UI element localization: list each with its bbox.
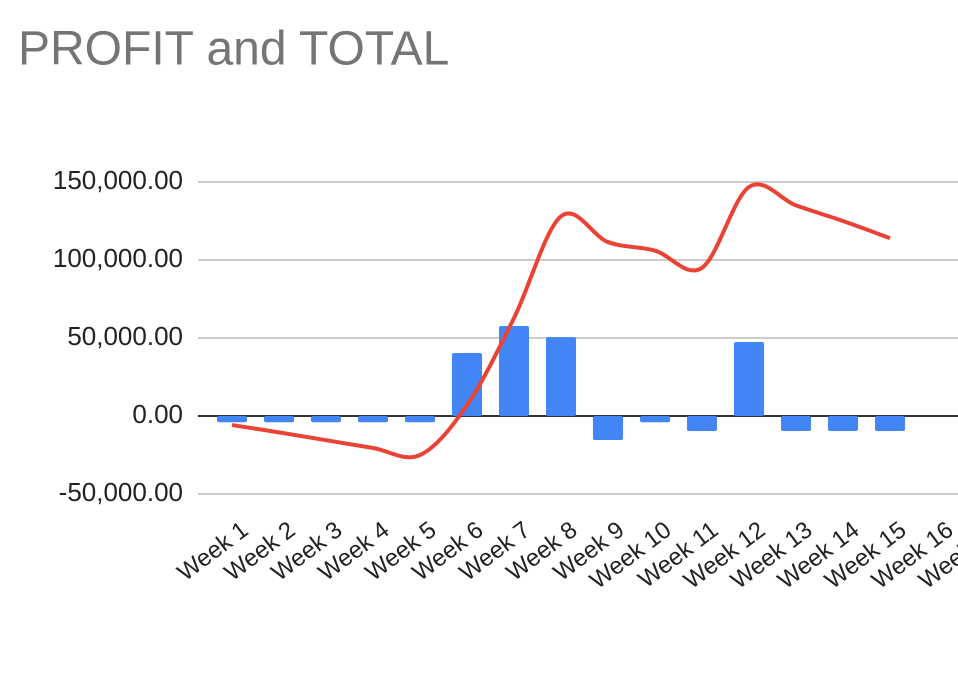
bar — [828, 416, 858, 431]
y-tick-label: 50,000.00 — [67, 321, 183, 351]
bar — [593, 416, 623, 441]
bar — [640, 416, 670, 423]
bar — [734, 342, 764, 416]
y-tick-label: -50,000.00 — [59, 477, 183, 507]
bar — [687, 416, 717, 431]
line — [231, 182, 891, 460]
chart-title: PROFIT and TOTAL — [18, 23, 449, 76]
bar — [358, 416, 388, 423]
bar — [264, 416, 294, 423]
bar — [781, 416, 811, 431]
y-tick-label: 0.00 — [132, 399, 183, 429]
bar — [499, 325, 529, 416]
y-tick-label: 100,000.00 — [53, 243, 183, 273]
bar — [452, 352, 482, 416]
bar — [217, 416, 247, 423]
y-tick-label: 150,000.00 — [53, 165, 183, 195]
bar — [405, 416, 435, 423]
bar — [875, 416, 905, 431]
bar — [546, 337, 576, 416]
bar — [311, 416, 341, 423]
